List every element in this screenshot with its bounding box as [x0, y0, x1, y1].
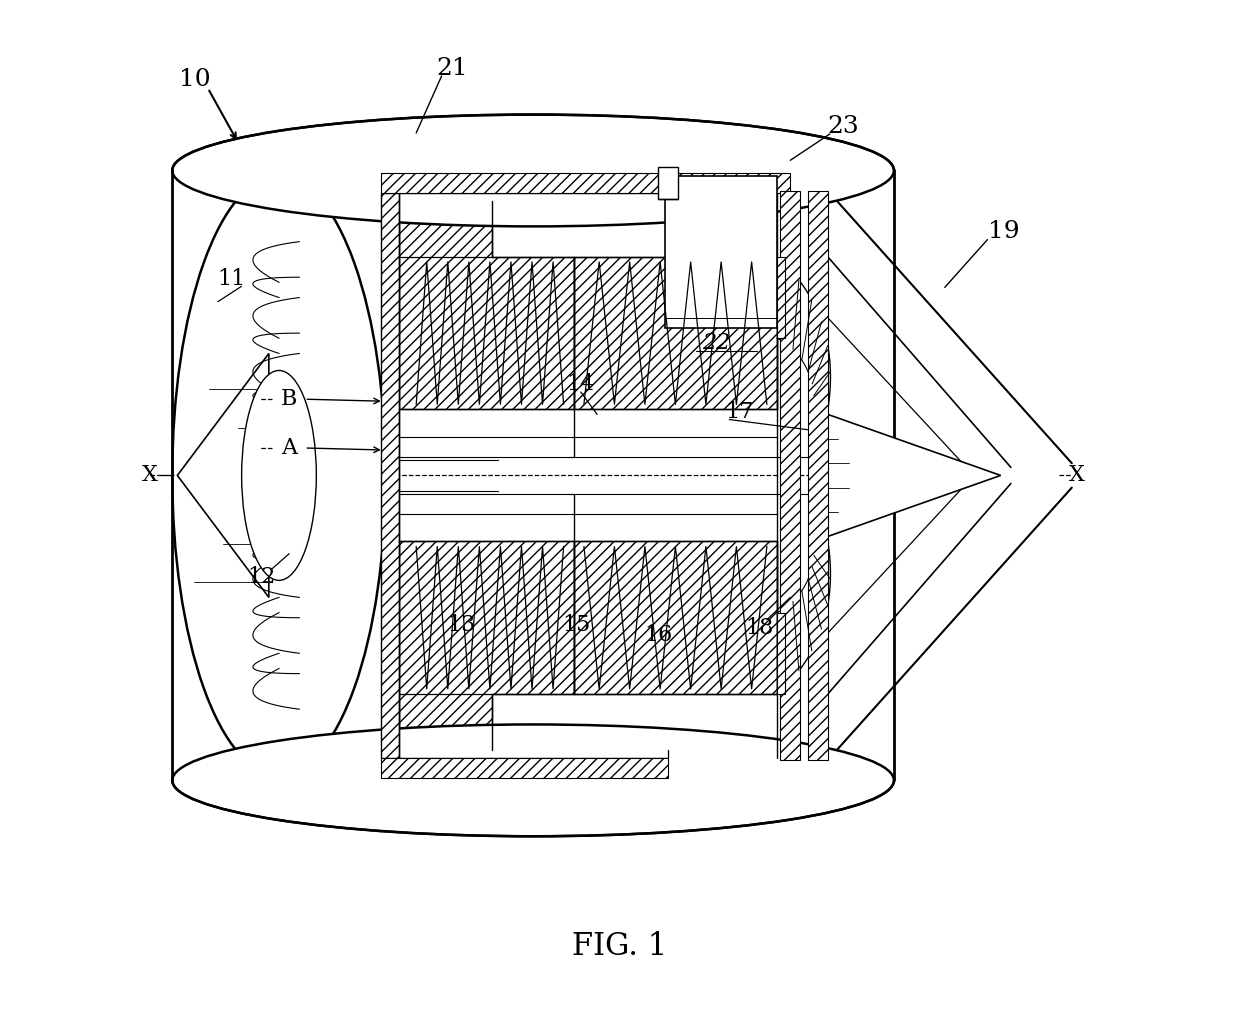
Polygon shape — [399, 201, 574, 410]
Text: 14: 14 — [566, 373, 595, 394]
Polygon shape — [380, 173, 790, 193]
Polygon shape — [574, 257, 777, 410]
Ellipse shape — [242, 371, 316, 580]
Ellipse shape — [172, 176, 385, 776]
Polygon shape — [658, 168, 679, 199]
Text: 22: 22 — [703, 332, 730, 355]
Text: 17: 17 — [725, 402, 753, 423]
Text: X: X — [142, 464, 157, 486]
Polygon shape — [781, 191, 800, 760]
Polygon shape — [828, 191, 1082, 760]
Text: FIG. 1: FIG. 1 — [572, 931, 667, 962]
Polygon shape — [777, 612, 786, 694]
Polygon shape — [777, 257, 786, 338]
Polygon shape — [808, 191, 828, 760]
Polygon shape — [172, 171, 895, 781]
Text: A: A — [281, 437, 297, 459]
Text: B: B — [281, 388, 297, 410]
Ellipse shape — [172, 114, 895, 227]
Polygon shape — [665, 176, 777, 328]
Ellipse shape — [172, 725, 895, 836]
Text: 13: 13 — [447, 614, 476, 636]
Text: 21: 21 — [436, 57, 467, 81]
Polygon shape — [380, 193, 399, 758]
Text: 15: 15 — [563, 614, 591, 636]
Polygon shape — [399, 542, 574, 750]
Text: X: X — [1069, 464, 1085, 486]
Polygon shape — [828, 415, 1001, 537]
Text: 23: 23 — [828, 115, 859, 138]
Polygon shape — [177, 354, 269, 598]
Polygon shape — [380, 758, 668, 779]
Text: 19: 19 — [987, 220, 1020, 243]
Text: 11: 11 — [217, 268, 245, 290]
Polygon shape — [574, 542, 777, 694]
Text: 12: 12 — [248, 566, 276, 588]
Text: 16: 16 — [644, 624, 673, 646]
Text: 18: 18 — [746, 617, 774, 639]
Text: 10: 10 — [178, 67, 211, 91]
